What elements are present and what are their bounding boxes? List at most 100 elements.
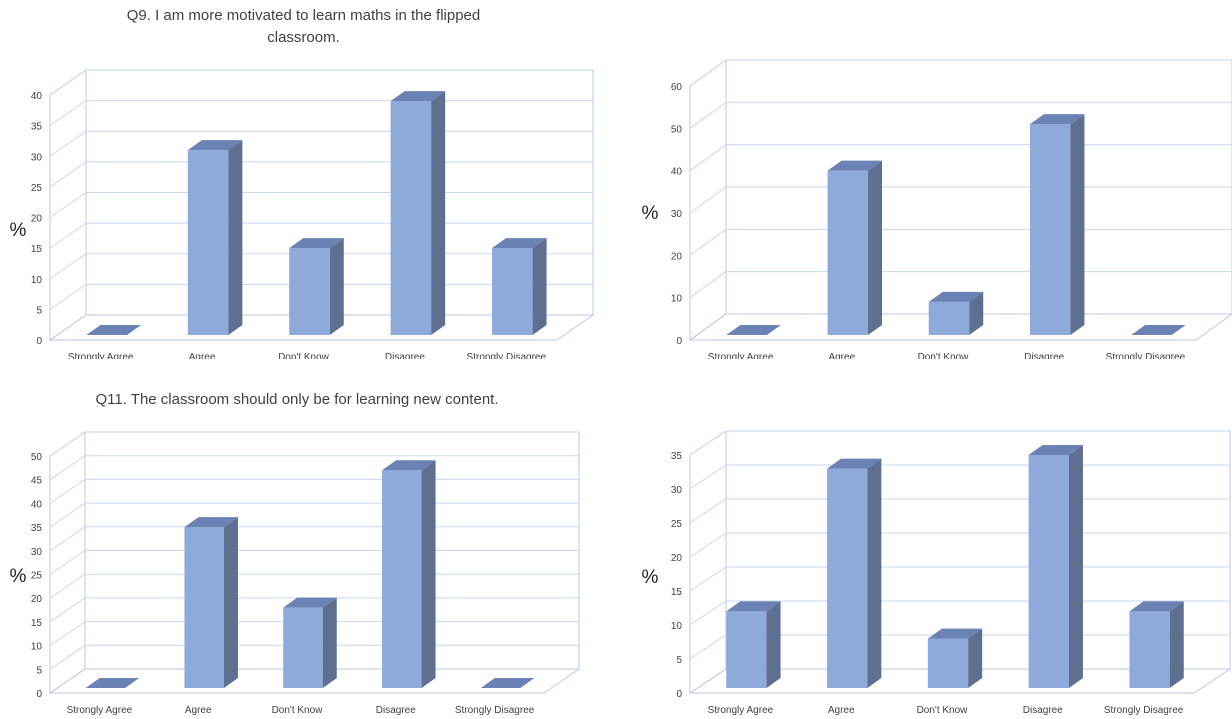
y-tick-label: 5 [676, 655, 682, 666]
y-tick-label: 0 [676, 689, 682, 700]
y-tick-label: 30 [671, 485, 683, 496]
y-tick-label: 35 [31, 523, 43, 534]
chart-q12: Q12. The videos used were easy to unders… [616, 360, 1232, 719]
x-tick-label: Don't Know [917, 705, 969, 716]
y-tick-label: 0 [36, 336, 42, 347]
bar [726, 325, 781, 335]
gridline [689, 498, 1230, 524]
bar [382, 460, 436, 688]
bar [283, 597, 337, 688]
y-tick-label: 45 [31, 476, 43, 487]
gridline [49, 550, 579, 575]
gridline [49, 130, 593, 157]
bar-top [289, 238, 344, 249]
y-tick-label: 20 [671, 553, 683, 564]
x-tick-label: Strongly Agree [708, 352, 774, 359]
bar [184, 517, 238, 688]
x-tick-label: Disagree [1023, 705, 1063, 716]
bar-side [969, 291, 984, 335]
bar-front [827, 468, 868, 688]
x-tick-label: Disagree [1024, 352, 1064, 359]
bar [927, 628, 983, 688]
bar-side [868, 160, 883, 335]
bar [390, 91, 446, 335]
bar-side [1169, 601, 1184, 688]
bar [928, 291, 984, 335]
gridline [689, 464, 1230, 490]
y-tick-label: 40 [31, 499, 43, 510]
y-tick-label: 15 [31, 244, 43, 255]
x-tick-label: Strongly Disagree [455, 705, 535, 716]
gridline [689, 186, 1232, 214]
bar-top [827, 160, 883, 171]
bar-side [329, 238, 344, 335]
chart-q10-svg: Q10. I struggled with learning content o… [642, 59, 1232, 359]
bar-front [1029, 124, 1071, 335]
chart-body: Q9. I am more motivated to learn maths i… [10, 7, 595, 359]
bar-top [85, 678, 140, 688]
bar-front [1028, 455, 1069, 688]
y-tick-label: 30 [671, 209, 683, 220]
x-tick-label: Disagree [376, 705, 416, 716]
chart-q10: Q10. I struggled with learning content o… [616, 0, 1232, 359]
bar-front [1129, 611, 1170, 688]
x-tick-label: Don't Know [272, 705, 324, 716]
gridline [49, 100, 593, 127]
bar-top [1028, 445, 1083, 455]
x-tick-label: Strongly Agree [67, 705, 133, 716]
gridline [689, 532, 1230, 558]
bar [289, 238, 344, 335]
bar-side [1068, 445, 1083, 688]
bar-front [184, 527, 224, 688]
chart-body: Q10. I struggled with learning content o… [642, 59, 1232, 359]
y-tick-label: 40 [31, 91, 43, 102]
gridline [689, 59, 1232, 87]
chart-body: Q12. The videos used were easy to unders… [642, 430, 1232, 716]
bar-side [322, 597, 337, 688]
y-tick-label: 20 [671, 251, 683, 262]
bar [827, 160, 883, 335]
bar-top [726, 601, 781, 612]
bar [827, 458, 882, 688]
bar [1029, 114, 1085, 335]
gridline [49, 455, 579, 481]
bar-top [184, 517, 238, 528]
bar-side [431, 91, 446, 335]
gridline [49, 69, 593, 96]
y-tick-label: 10 [31, 642, 43, 653]
bar [1028, 445, 1083, 688]
bar-top [726, 325, 781, 335]
y-tick-label: 30 [31, 152, 43, 163]
gridline [49, 431, 579, 457]
bar-side [867, 458, 882, 688]
x-tick-label: Don't Know [918, 352, 970, 359]
bar-top [480, 678, 535, 688]
gridline [689, 566, 1230, 592]
gridline [49, 526, 579, 552]
gridline [689, 228, 1232, 256]
bar [492, 238, 547, 335]
y-tick-label: 10 [671, 294, 683, 305]
bar [86, 325, 141, 335]
y-axis-label: % [10, 220, 27, 241]
y-tick-label: 5 [36, 665, 42, 676]
bar-top [187, 140, 243, 151]
gridline [49, 192, 593, 218]
chart-body: Q11. The classroom should only be for le… [10, 391, 581, 716]
bar-top [492, 238, 547, 249]
bar-front [726, 611, 767, 688]
bar-front [289, 248, 330, 335]
y-tick-label: 5 [36, 305, 42, 316]
x-tick-label: Strongly Agree [68, 352, 134, 359]
chart-q9-svg: Q9. I am more motivated to learn maths i… [10, 7, 595, 359]
bar-top [928, 291, 984, 302]
bar-top [1029, 114, 1085, 125]
y-tick-label: 50 [671, 124, 683, 135]
bar-top [927, 628, 983, 639]
bar-top [1131, 325, 1186, 335]
y-axis-label: % [642, 203, 659, 224]
y-tick-label: 25 [31, 571, 43, 582]
bar-front [283, 607, 323, 688]
x-tick-label: Strongly Disagree [467, 352, 547, 359]
x-tick-label: Agree [828, 705, 855, 716]
